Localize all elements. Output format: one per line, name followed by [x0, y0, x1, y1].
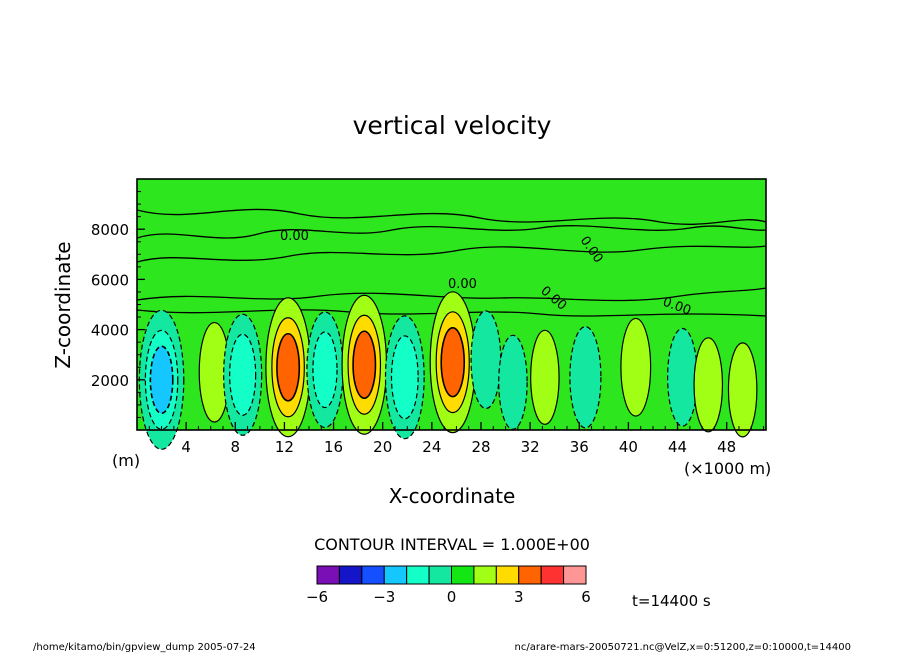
downdraft-cell [569, 326, 602, 429]
x-tick-label: 8 [231, 438, 241, 456]
footer-right: nc/arare-mars-20050721.nc@VelZ,x=0:51200… [515, 642, 851, 653]
contour-level-2 [229, 333, 257, 416]
downdraft-cell [384, 315, 425, 440]
colorbar-swatch [495, 565, 520, 585]
downdraft-cell [667, 327, 698, 427]
time-label: t=14400 s [632, 592, 711, 610]
contour-level-1 [727, 342, 758, 438]
colorbar-tick-labels: −6 −3 0 3 6 [306, 588, 591, 606]
x-tick-label: 24 [422, 438, 441, 456]
colorbar-swatch [473, 565, 497, 585]
x-tick-label: 44 [668, 438, 687, 456]
contour-level-3 [149, 345, 174, 415]
contour-level-2 [390, 335, 419, 420]
x-tick-label: 4 [181, 438, 191, 456]
contour-level-1 [667, 327, 698, 427]
contour-line [136, 245, 767, 263]
y-unit-label: (m) [112, 451, 140, 470]
downdraft-cell [223, 313, 263, 436]
contour-level-1 [498, 334, 528, 430]
colorbar-swatch [518, 565, 542, 585]
contour-level-2 [312, 331, 338, 409]
updraft-cell [530, 329, 560, 425]
contour-level-1 [693, 337, 724, 433]
contour-level-3 [440, 327, 466, 398]
colorbar-swatch [540, 565, 565, 585]
colorbar-swatch [563, 565, 587, 585]
contour-level-1 [470, 310, 502, 410]
y-tick-label: 4000 [91, 322, 129, 340]
x-tick-label: 36 [570, 438, 589, 456]
x-tick-label: 48 [717, 438, 736, 456]
contour-level-3 [276, 332, 301, 402]
x-tick-label: 16 [324, 438, 343, 456]
colorbar-swatch [451, 565, 475, 585]
contour-line [136, 287, 767, 302]
contour-level-1 [569, 326, 602, 429]
chart-title: vertical velocity [353, 111, 552, 140]
colorbar-swatch [406, 565, 430, 585]
downdraft-cell [306, 311, 344, 429]
x-axis-ticks: 4 8 12 16 20 24 28 32 36 40 44 48 [148, 422, 765, 456]
updraft-cell [620, 317, 652, 417]
contour-label: 0.00 [280, 229, 309, 244]
velocity-cells [138, 291, 758, 450]
x-tick-label: 28 [471, 438, 490, 456]
downdraft-cell [138, 309, 185, 450]
x-axis-title: X-coordinate [389, 484, 516, 508]
contour-label: 0.00 [448, 277, 477, 292]
y-tick-label: 2000 [91, 372, 129, 390]
y-axis-ticks: 2000 4000 6000 8000 [91, 191, 145, 418]
contour-plot: 0.000.000.000.00 0.00 [136, 178, 767, 450]
colorbar-swatch [361, 565, 385, 585]
footer-left: /home/kitamo/bin/gpview_dump 2005-07-24 [33, 642, 256, 653]
colorbar-tick-label: 0 [447, 588, 457, 606]
contour-line [136, 225, 767, 239]
updraft-cell [727, 342, 758, 438]
contour-level-1 [620, 317, 652, 417]
colorbar-tick-label: −3 [373, 588, 395, 606]
downdraft-cell [470, 310, 502, 410]
updraft-cell [265, 297, 311, 438]
colorbar-tick-label: −6 [306, 588, 328, 606]
colorbar-swatch [428, 565, 453, 585]
x-tick-label: 12 [275, 438, 294, 456]
colorbar-tick-label: 3 [514, 588, 524, 606]
updraft-cell [693, 337, 724, 433]
contour-level-3 [352, 330, 377, 400]
colorbar-swatch [316, 565, 340, 585]
contour-interval-text: CONTOUR INTERVAL = 1.000E+00 [314, 535, 590, 554]
downdraft-cell [498, 334, 528, 430]
colorbar [316, 565, 587, 585]
contour-level-1 [530, 329, 560, 425]
colorbar-tick-label: 6 [581, 588, 591, 606]
x-unit-label: (×1000 m) [684, 459, 771, 478]
colorbar-swatch [338, 565, 363, 585]
x-tick-label: 40 [619, 438, 638, 456]
x-tick-label: 20 [373, 438, 392, 456]
updraft-cell [341, 294, 388, 435]
x-tick-label: 32 [521, 438, 540, 456]
y-tick-label: 6000 [91, 271, 129, 289]
y-tick-label: 8000 [91, 221, 129, 239]
contour-line [136, 208, 767, 225]
y-axis-title: Z-coordinate [51, 241, 75, 368]
colorbar-swatch [383, 565, 408, 585]
updraft-cell [429, 291, 476, 434]
